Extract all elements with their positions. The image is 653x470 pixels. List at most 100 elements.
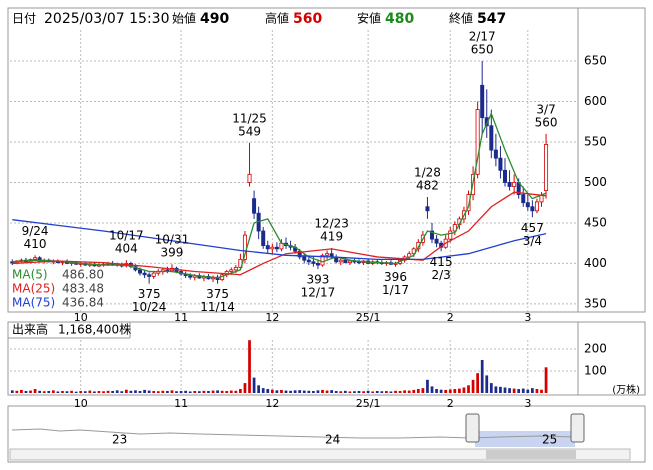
scrollbar-thumb[interactable]: [486, 450, 576, 459]
volume-bar: [284, 390, 288, 393]
volume-bar: [170, 390, 174, 393]
navigator-handle[interactable]: [465, 413, 480, 443]
volume-bar: [366, 390, 370, 393]
volume-frame: [7, 321, 646, 396]
y-tick-label: 100: [584, 364, 607, 378]
volume-bar: [521, 388, 525, 393]
volume-bar: [535, 389, 539, 393]
volume-bar: [499, 386, 502, 393]
ma-legend-value: 486.80: [62, 268, 104, 282]
ma-legend-name: MA(25): [12, 282, 55, 296]
volume-bar: [29, 390, 32, 393]
volume-bar: [79, 391, 83, 393]
volume-bar: [444, 389, 448, 393]
annotation-value: 560: [535, 115, 558, 129]
volume-bar: [243, 383, 247, 393]
volume-bar: [207, 391, 210, 393]
volume-bar: [270, 389, 274, 393]
volume-bar: [485, 375, 489, 393]
annotation-value: 457: [521, 221, 544, 235]
candle-body: [247, 173, 252, 183]
volume-bar: [407, 390, 411, 393]
header-label: 終値: [449, 11, 473, 26]
candle-body: [498, 157, 503, 171]
x-tick-label: 12: [265, 311, 279, 324]
navigator-label: 24: [325, 433, 340, 447]
annotation-value: 650: [471, 43, 494, 57]
volume-bar: [494, 386, 498, 393]
candle-body: [315, 263, 320, 266]
candle-body: [475, 109, 480, 175]
candle-body: [489, 125, 494, 151]
volume-bar: [275, 390, 279, 393]
header-open: 490: [200, 11, 229, 27]
volume-bar: [257, 385, 261, 393]
x-tick-label: 10: [74, 397, 88, 410]
volume-bar: [489, 383, 493, 393]
header-low: 480: [385, 11, 414, 27]
candle-body: [430, 230, 435, 240]
candle-body: [343, 259, 348, 264]
volume-bar: [134, 390, 137, 393]
annotation-date: 1/28: [414, 166, 441, 180]
ma-line: [12, 219, 547, 261]
volume-bar: [316, 390, 320, 393]
volume-unit: (万株): [612, 383, 640, 396]
volume-bar: [321, 389, 324, 393]
volume-bar: [380, 391, 384, 393]
volume-bar: [129, 390, 133, 393]
candle-body: [302, 256, 307, 261]
candle-body: [480, 84, 485, 119]
volume-bar: [261, 388, 265, 393]
volume-bar: [152, 391, 156, 393]
navigator-handle[interactable]: [570, 413, 585, 443]
volume-bar: [15, 390, 19, 393]
volume-bar: [307, 390, 311, 393]
candle-body: [33, 257, 38, 260]
candle-body: [142, 272, 147, 276]
y-tick-label: 600: [584, 94, 607, 108]
x-tick-label: 11: [174, 311, 188, 324]
volume-bar: [193, 391, 197, 393]
candle-body: [320, 254, 325, 266]
volume-bar: [156, 391, 160, 393]
header-label: 安値: [357, 11, 381, 26]
volume-bar: [398, 391, 402, 393]
volume-bar: [70, 390, 73, 393]
volume-bar: [47, 391, 51, 393]
volume-bar: [147, 390, 151, 393]
annotation-date: 3/7: [536, 102, 555, 116]
volume-bar: [138, 391, 142, 393]
volume-total: 1,168,400株: [58, 322, 131, 337]
volume-bar: [325, 390, 329, 393]
candle-body: [265, 245, 270, 250]
volume-bar: [435, 389, 438, 393]
annotation-value: 549: [238, 124, 261, 138]
volume-bar: [88, 390, 92, 393]
volume-bar: [357, 391, 361, 393]
scrollbar[interactable]: [9, 448, 631, 461]
navigator-label: 25: [542, 433, 557, 447]
annotation-date: 12/17: [301, 286, 336, 300]
price-frame: [7, 7, 646, 313]
annotation-date: 10/24: [132, 300, 167, 314]
annotation-value: 404: [115, 242, 138, 256]
volume-bar: [430, 386, 434, 393]
volume-bar: [453, 389, 457, 393]
volume-bar: [385, 391, 388, 393]
volume-bar: [339, 391, 343, 393]
volume-bar: [476, 373, 479, 393]
volume-bar: [298, 390, 302, 393]
candle-body: [138, 269, 143, 274]
candle-body: [512, 182, 517, 187]
ma-legend-box: [10, 267, 106, 309]
volume-bar: [334, 391, 338, 393]
volume-bar: [97, 391, 101, 393]
volume-bar: [42, 391, 46, 393]
candle-body: [530, 206, 535, 212]
candle-body: [151, 272, 156, 277]
volume-bar: [216, 390, 219, 393]
candle-body: [448, 230, 453, 240]
volume-bar: [426, 379, 429, 393]
